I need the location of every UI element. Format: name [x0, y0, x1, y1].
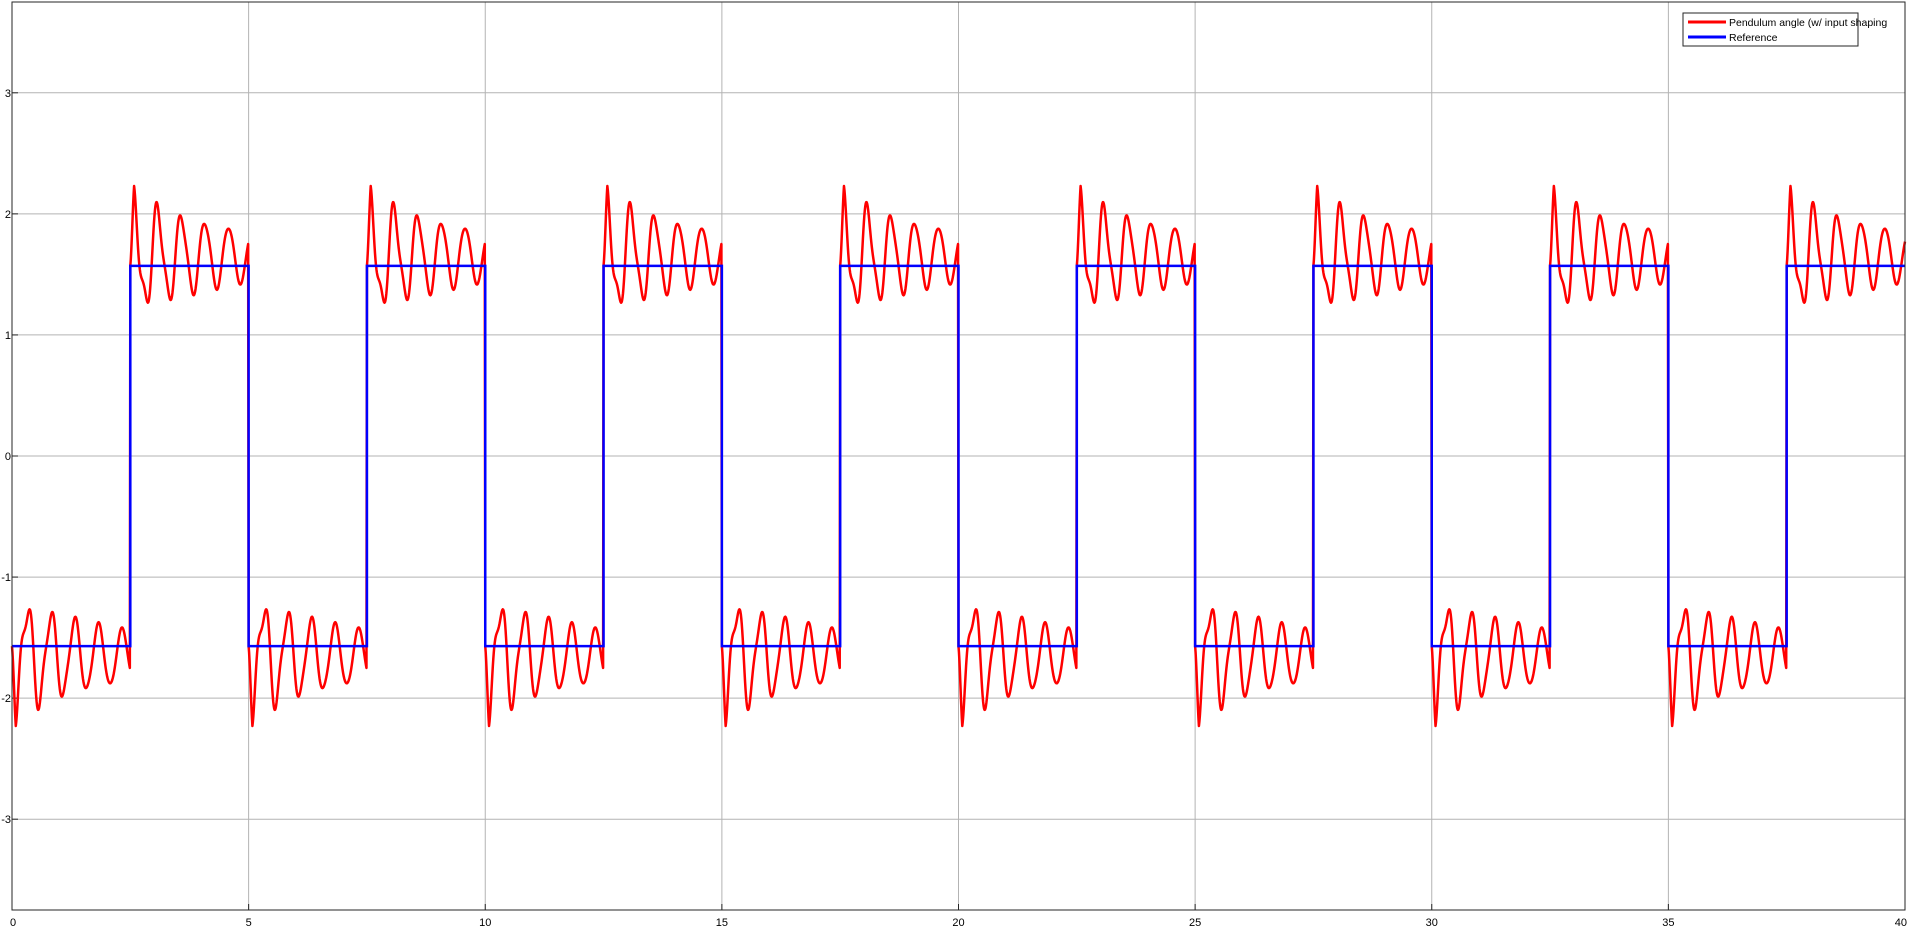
legend-box	[1682, 12, 1859, 47]
legend: Pendulum angle (w/ input shaping Referen…	[1682, 12, 1887, 47]
series-layer	[10, 184, 1907, 728]
x-tick-label: 40	[1895, 917, 1907, 929]
x-tick-label: 35	[1662, 917, 1674, 929]
y-tick-label: -2	[1, 693, 11, 705]
y-tick-label: 2	[5, 209, 11, 221]
plot-frame	[11, 1, 1906, 911]
series-line-reference	[12, 264, 1905, 648]
x-tick-label: 25	[1189, 917, 1201, 929]
x-tick-label: 0	[10, 917, 16, 929]
y-tick-label: 0	[5, 451, 11, 463]
tick-labels: 0 5 10 15 20 25 30 35 40 -3 -2 -1 0 1 2 3	[1, 88, 1907, 929]
x-tick-label: 5	[246, 917, 252, 929]
legend-label-pendulum: Pendulum angle (w/ input shaping	[1729, 17, 1887, 29]
legend-label-reference: Reference	[1729, 32, 1778, 44]
x-tick-label: 10	[479, 917, 491, 929]
y-tick-label: 3	[5, 88, 11, 100]
y-tick-label: 1	[5, 330, 11, 342]
x-tick-label: 15	[716, 917, 728, 929]
x-tick-label: 30	[1426, 917, 1438, 929]
y-tick-label: -1	[1, 572, 11, 584]
y-tick-label: -3	[1, 814, 11, 826]
x-tick-label: 20	[952, 917, 964, 929]
